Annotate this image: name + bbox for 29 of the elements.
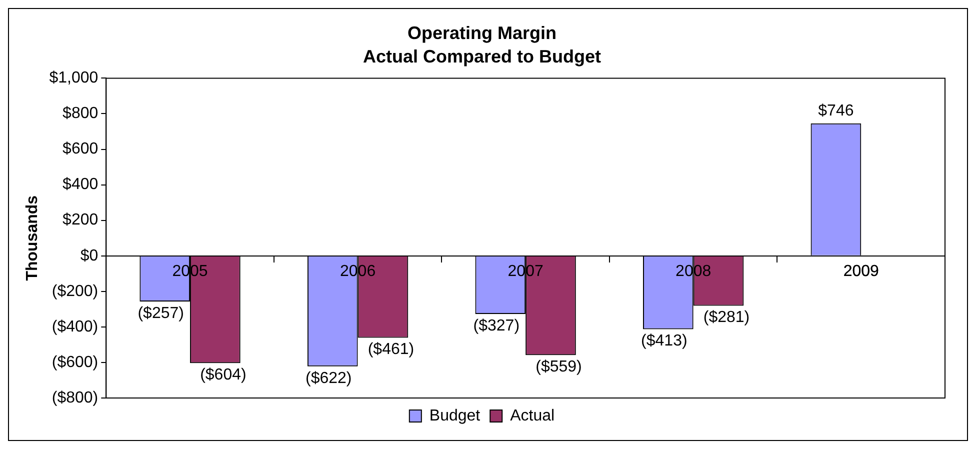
data-label: ($281) bbox=[703, 309, 750, 326]
y-tick-label: $800 bbox=[62, 105, 98, 122]
data-label: ($604) bbox=[200, 366, 246, 384]
chart-subtitle: Actual Compared to Budget bbox=[362, 46, 602, 66]
x-tick-label: 2009 bbox=[843, 262, 880, 280]
y-tick-label: $600 bbox=[62, 140, 98, 158]
y-tick-label: $0 bbox=[80, 247, 98, 264]
x-tick-label: 2005 bbox=[172, 262, 208, 280]
y-tick-label: ($400) bbox=[52, 318, 98, 336]
data-label: ($559) bbox=[536, 358, 582, 376]
x-tick-label: 2006 bbox=[340, 262, 376, 280]
data-label: ($461) bbox=[368, 341, 414, 358]
legend-label: Budget bbox=[429, 407, 481, 424]
y-tick-label: $200 bbox=[62, 212, 98, 229]
chart-title: Operating Margin bbox=[407, 22, 557, 43]
y-tick-label: ($600) bbox=[52, 354, 98, 371]
legend-label: Actual bbox=[510, 407, 555, 424]
y-tick-label: ($200) bbox=[52, 282, 98, 300]
data-label: ($622) bbox=[306, 370, 352, 387]
data-label: ($413) bbox=[641, 332, 688, 350]
y-axis-title: Thousands bbox=[24, 195, 42, 281]
y-tick-label: $400 bbox=[62, 176, 98, 194]
x-tick-label: 2008 bbox=[676, 262, 712, 280]
data-label: $746 bbox=[818, 102, 854, 120]
data-label: ($257) bbox=[138, 304, 184, 322]
y-tick-label: ($800) bbox=[52, 389, 98, 406]
data-label: ($327) bbox=[473, 317, 520, 334]
x-tick-label: 2007 bbox=[508, 262, 544, 280]
y-tick-label: $1,000 bbox=[49, 70, 98, 87]
